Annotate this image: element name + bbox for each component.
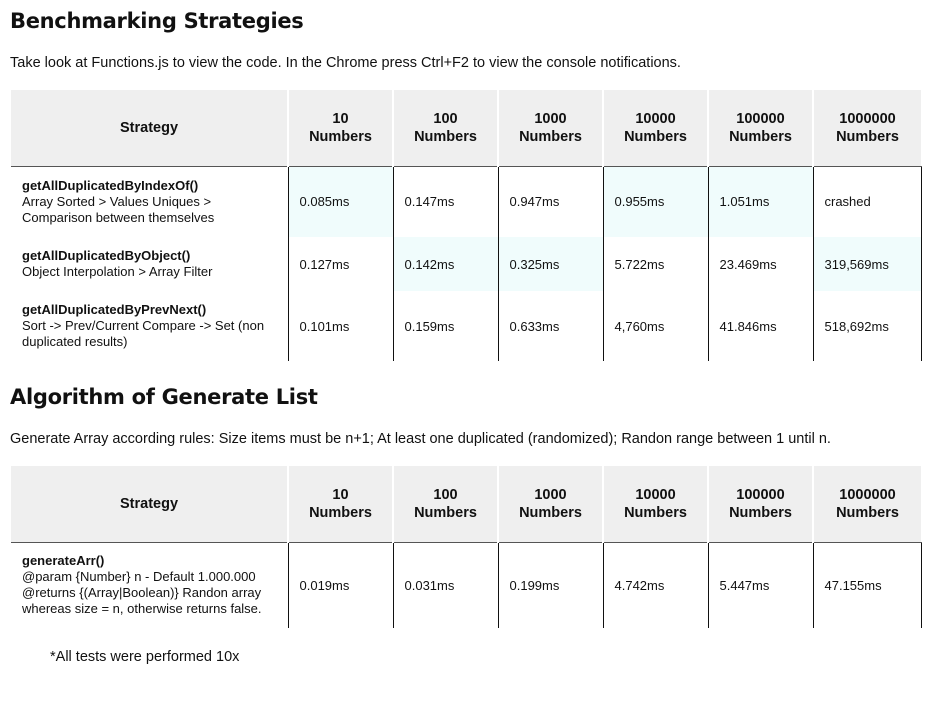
- timing-cell: 0.142ms: [393, 237, 499, 291]
- timing-cell: 1.051ms: [708, 166, 814, 237]
- strategy-description: Array Sorted > Values Uniques > Comparis…: [22, 193, 215, 225]
- column-header: 10000 Numbers: [602, 90, 708, 167]
- section-title: Algorithm of Generate List: [10, 385, 318, 409]
- timing-cell: 0.127ms: [288, 237, 394, 291]
- strategy-cell: generateArr() @param {Number} n - Defaul…: [11, 542, 289, 628]
- timing-cell: 0.085ms: [288, 166, 394, 237]
- timing-cell: 518,692ms: [813, 291, 922, 361]
- timing-cell: 5.722ms: [603, 237, 709, 291]
- strategy-description: Object Interpolation > Array Filter: [22, 264, 213, 279]
- timing-cell: 0.159ms: [393, 291, 499, 361]
- timing-cell: 4,760ms: [603, 291, 709, 361]
- column-header: 10000 Numbers: [602, 466, 708, 543]
- timing-cell: 0.031ms: [393, 542, 499, 628]
- strategy-cell: getAllDuplicatedByIndexOf() Array Sorted…: [11, 166, 289, 237]
- column-header: Strategy: [11, 90, 288, 167]
- table-row: getAllDuplicatedByObject() Object Interp…: [11, 237, 922, 291]
- column-header: 100 Numbers: [392, 90, 498, 167]
- column-header: 10 Numbers: [287, 466, 393, 543]
- timing-cell: 0.633ms: [498, 291, 604, 361]
- timing-cell: 0.147ms: [393, 166, 499, 237]
- benchmark-description: Take look at Functions.js to view the co…: [10, 55, 681, 71]
- table-row: getAllDuplicatedByIndexOf() Array Sorted…: [11, 166, 922, 237]
- strategy-name: getAllDuplicatedByObject(): [22, 248, 191, 263]
- benchmark-table: Strategy 10 Numbers 100 Numbers 1000 Num…: [11, 90, 922, 361]
- timing-cell: 0.955ms: [603, 166, 709, 237]
- timing-cell: 0.101ms: [288, 291, 394, 361]
- timing-cell: 0.199ms: [498, 542, 604, 628]
- strategy-name: getAllDuplicatedByIndexOf(): [22, 177, 199, 193]
- column-header: 1000 Numbers: [497, 466, 603, 543]
- timing-cell: 0.325ms: [498, 237, 604, 291]
- column-header: 1000000 Numbers: [812, 466, 921, 543]
- column-header: 1000000 Numbers: [812, 90, 921, 167]
- column-header: 100 Numbers: [392, 466, 498, 543]
- generate-table: Strategy 10 Numbers 100 Numbers 1000 Num…: [11, 466, 922, 628]
- timing-cell: 47.155ms: [813, 542, 922, 628]
- column-header: 10 Numbers: [287, 90, 393, 167]
- strategy-cell: getAllDuplicatedByObject() Object Interp…: [11, 237, 289, 291]
- strategy-description: @param {Number} n - Default 1.000.000 @r…: [22, 569, 262, 617]
- table-header-row: Strategy 10 Numbers 100 Numbers 1000 Num…: [11, 466, 921, 543]
- timing-cell: 319,569ms: [813, 237, 922, 291]
- footnote: *All tests were performed 10x: [50, 649, 240, 665]
- strategy-name: getAllDuplicatedByPrevNext(): [22, 302, 207, 317]
- page-title: Benchmarking Strategies: [10, 9, 304, 33]
- strategy-description: Sort -> Prev/Current Compare -> Set (non…: [22, 318, 265, 349]
- strategy-name: generateArr(): [22, 553, 105, 569]
- timing-cell: 41.846ms: [708, 291, 814, 361]
- timing-cell: 0.019ms: [288, 542, 394, 628]
- column-header: Strategy: [11, 466, 288, 543]
- table-row: getAllDuplicatedByPrevNext() Sort -> Pre…: [11, 291, 922, 361]
- timing-cell: 23.469ms: [708, 237, 814, 291]
- timing-cell: 0.947ms: [498, 166, 604, 237]
- timing-cell: 4.742ms: [603, 542, 709, 628]
- timing-cell: 5.447ms: [708, 542, 814, 628]
- table-row: generateArr() @param {Number} n - Defaul…: [11, 542, 922, 628]
- timing-cell: crashed: [813, 166, 922, 237]
- column-header: 1000 Numbers: [497, 90, 603, 167]
- table-header-row: Strategy 10 Numbers 100 Numbers 1000 Num…: [11, 90, 921, 167]
- generate-list-description: Generate Array according rules: Size ite…: [10, 431, 831, 447]
- column-header: 100000 Numbers: [707, 466, 813, 543]
- column-header: 100000 Numbers: [707, 90, 813, 167]
- strategy-cell: getAllDuplicatedByPrevNext() Sort -> Pre…: [11, 291, 289, 361]
